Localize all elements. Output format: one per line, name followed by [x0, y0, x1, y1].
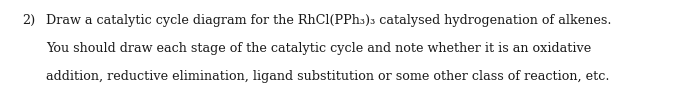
- Text: 2): 2): [22, 14, 35, 27]
- Text: addition, reductive elimination, ligand substitution or some other class of reac: addition, reductive elimination, ligand …: [46, 70, 610, 83]
- Text: Draw a catalytic cycle diagram for the RhCl(PPh₃)₃ catalysed hydrogenation of al: Draw a catalytic cycle diagram for the R…: [46, 14, 612, 27]
- Text: You should draw each stage of the catalytic cycle and note whether it is an oxid: You should draw each stage of the cataly…: [46, 42, 592, 55]
